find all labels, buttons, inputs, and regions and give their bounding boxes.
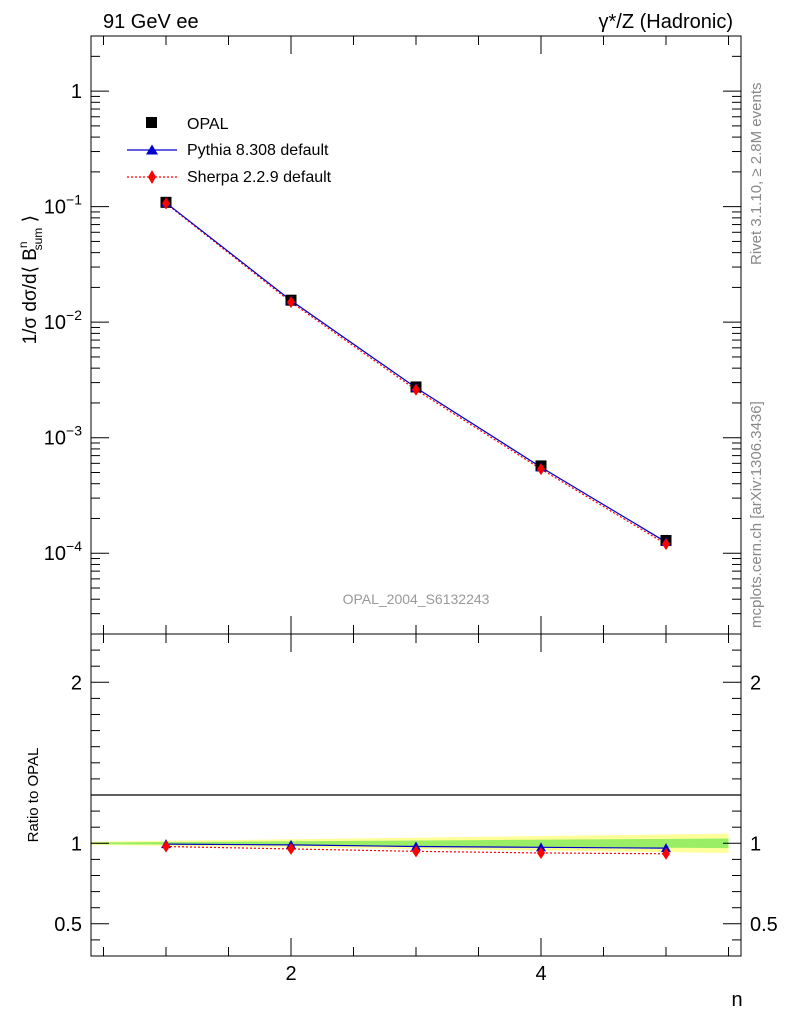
pythia-line <box>165 202 667 543</box>
x-tick-label: 2 <box>285 963 296 985</box>
ratio-y-tick-label-left: 0.5 <box>54 914 82 936</box>
analysis-watermark: OPAL_2004_S6132243 <box>343 591 490 607</box>
legend: OPAL Pythia 8.308 default Sherpa 2.2.9 d… <box>127 116 332 186</box>
main-y-tick-labels: 1 10−1 10−2 10−3 10−4 <box>44 81 82 565</box>
ratio-panel: 0.5 0.5 1 1 2 2 2 4 Ratio to OPAL n <box>25 633 778 1011</box>
main-y-tick-label: 10−3 <box>44 423 82 450</box>
legend-sherpa-marker <box>148 170 156 184</box>
sherpa-ratio-point <box>287 842 295 855</box>
ratio-series-layer <box>161 839 671 860</box>
sherpa-ratio-point <box>162 840 170 853</box>
sherpa-point <box>412 383 420 396</box>
ratio-y-axis-label: Ratio to OPAL <box>25 748 42 843</box>
ratio-y-tick-label-left: 2 <box>71 672 82 694</box>
x-axis-label: n <box>731 989 742 1011</box>
ratio-plot-frame <box>90 633 742 957</box>
legend-opal-label: OPAL <box>187 116 229 133</box>
sherpa-point <box>537 463 545 476</box>
pythia-ratio-point <box>536 842 546 852</box>
sherpa-point <box>162 197 170 210</box>
ratio-y-tick-label-right: 0.5 <box>750 914 778 936</box>
main-y-axis-label: 1/σ dσ/d⟨ Bnsum ⟩ <box>16 215 45 344</box>
legend-opal-marker <box>146 117 157 128</box>
header-left-title: 91 GeV ee <box>103 11 199 33</box>
ratio-y-tick-label-right: 1 <box>750 833 761 855</box>
sherpa-point <box>662 538 670 551</box>
main-series-layer <box>160 196 672 551</box>
mcplots-label: mcplots.cern.ch [arXiv:1306.3436] <box>748 401 765 628</box>
legend-pythia-marker <box>146 144 158 155</box>
rivet-label: Rivet 3.1.10, ≥ 2.8M events <box>748 83 765 266</box>
ratio-tick-labels: 0.5 0.5 1 1 2 2 2 4 <box>54 672 778 985</box>
ratio-uncertainty-band <box>91 833 729 853</box>
legend-pythia-label: Pythia 8.308 default <box>187 142 329 159</box>
sherpa-ratio-point <box>412 845 420 858</box>
sherpa-ratio-line <box>165 845 667 855</box>
sherpa-point <box>287 296 295 309</box>
main-y-tick-label: 10−4 <box>44 538 82 565</box>
ratio-band-inner <box>91 838 729 849</box>
pythia-ratio-point <box>661 843 671 853</box>
main-y-tick-label: 10−1 <box>44 192 82 219</box>
sherpa-ratio-point <box>537 846 545 859</box>
main-panel: 1 10−1 10−2 10−3 10−4 1/σ dσ/d⟨ Bnsum ⟩ <box>16 35 742 635</box>
header-right-title: γ*/Z (Hadronic) <box>599 11 733 33</box>
ratio-y-tick-label-right: 2 <box>750 672 761 694</box>
ratio-axis-ticks <box>91 633 741 956</box>
ratio-y-tick-label-left: 1 <box>71 833 82 855</box>
legend-sherpa-label: Sherpa 2.2.9 default <box>187 169 332 186</box>
main-y-tick-label: 10−2 <box>44 307 82 334</box>
sherpa-line <box>165 203 667 545</box>
main-y-tick-label: 1 <box>71 81 82 103</box>
main-axis-ticks <box>91 35 741 635</box>
sherpa-ratio-point <box>662 847 670 860</box>
x-tick-label: 4 <box>535 963 546 985</box>
